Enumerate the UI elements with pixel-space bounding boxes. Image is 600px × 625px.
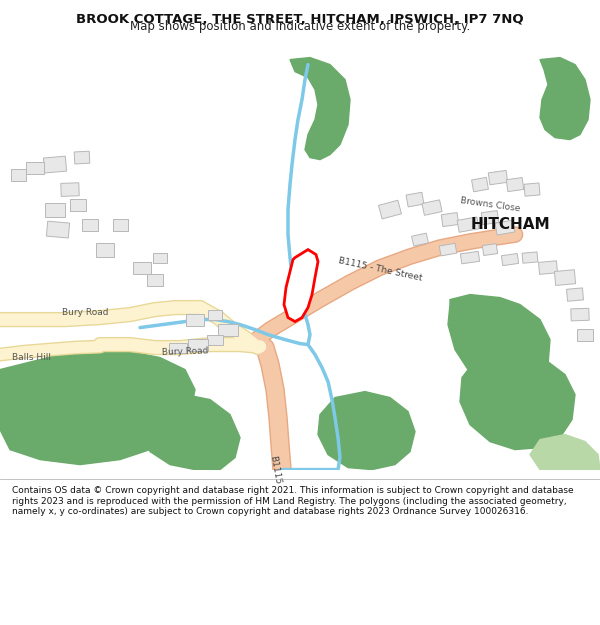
Polygon shape: [145, 394, 240, 469]
FancyBboxPatch shape: [571, 308, 589, 321]
FancyBboxPatch shape: [577, 329, 593, 341]
Polygon shape: [0, 349, 195, 464]
Polygon shape: [448, 294, 550, 392]
FancyBboxPatch shape: [441, 213, 459, 227]
Text: Contains OS data © Crown copyright and database right 2021. This information is : Contains OS data © Crown copyright and d…: [12, 486, 574, 516]
FancyBboxPatch shape: [439, 243, 457, 256]
Text: Browns Close: Browns Close: [460, 196, 521, 213]
Polygon shape: [284, 249, 318, 322]
FancyBboxPatch shape: [472, 177, 488, 192]
FancyBboxPatch shape: [457, 217, 479, 232]
Polygon shape: [460, 354, 575, 449]
Polygon shape: [530, 434, 600, 469]
Text: Bury Road: Bury Road: [62, 308, 108, 317]
FancyBboxPatch shape: [481, 211, 499, 224]
FancyBboxPatch shape: [74, 151, 90, 164]
Polygon shape: [540, 58, 590, 139]
FancyBboxPatch shape: [169, 342, 187, 352]
FancyBboxPatch shape: [524, 183, 540, 196]
Polygon shape: [0, 9, 600, 469]
Text: B1115 - The Street: B1115 - The Street: [337, 256, 423, 283]
FancyBboxPatch shape: [82, 219, 98, 231]
FancyBboxPatch shape: [412, 233, 428, 246]
FancyBboxPatch shape: [506, 177, 524, 192]
Text: Balls Hill: Balls Hill: [13, 353, 52, 362]
FancyBboxPatch shape: [70, 199, 86, 211]
Text: BROOK COTTAGE, THE STREET, HITCHAM, IPSWICH, IP7 7NQ: BROOK COTTAGE, THE STREET, HITCHAM, IPSW…: [76, 13, 524, 26]
FancyBboxPatch shape: [113, 219, 128, 231]
FancyBboxPatch shape: [61, 182, 79, 196]
Polygon shape: [318, 392, 415, 469]
FancyBboxPatch shape: [566, 288, 583, 301]
Text: Bury Road: Bury Road: [161, 346, 208, 357]
FancyBboxPatch shape: [133, 262, 151, 274]
Text: HITCHAM: HITCHAM: [470, 217, 550, 232]
FancyBboxPatch shape: [488, 171, 508, 185]
FancyBboxPatch shape: [422, 200, 442, 216]
FancyBboxPatch shape: [406, 192, 424, 207]
FancyBboxPatch shape: [207, 334, 223, 344]
FancyBboxPatch shape: [482, 244, 497, 256]
Polygon shape: [290, 58, 350, 159]
FancyBboxPatch shape: [495, 220, 515, 235]
FancyBboxPatch shape: [45, 202, 65, 217]
FancyBboxPatch shape: [554, 270, 575, 286]
FancyBboxPatch shape: [186, 314, 204, 326]
FancyBboxPatch shape: [26, 162, 44, 174]
Text: Map shows position and indicative extent of the property.: Map shows position and indicative extent…: [130, 20, 470, 33]
FancyBboxPatch shape: [218, 324, 238, 336]
FancyBboxPatch shape: [46, 221, 70, 238]
FancyBboxPatch shape: [147, 274, 163, 286]
FancyBboxPatch shape: [379, 200, 401, 219]
FancyBboxPatch shape: [522, 252, 538, 263]
FancyBboxPatch shape: [188, 339, 208, 351]
FancyBboxPatch shape: [11, 169, 25, 181]
FancyBboxPatch shape: [153, 253, 167, 262]
FancyBboxPatch shape: [208, 309, 222, 319]
FancyBboxPatch shape: [43, 156, 67, 173]
FancyBboxPatch shape: [539, 261, 557, 274]
FancyBboxPatch shape: [502, 254, 518, 266]
FancyBboxPatch shape: [460, 251, 479, 264]
FancyBboxPatch shape: [96, 242, 114, 257]
Text: B1115: B1115: [268, 454, 282, 485]
